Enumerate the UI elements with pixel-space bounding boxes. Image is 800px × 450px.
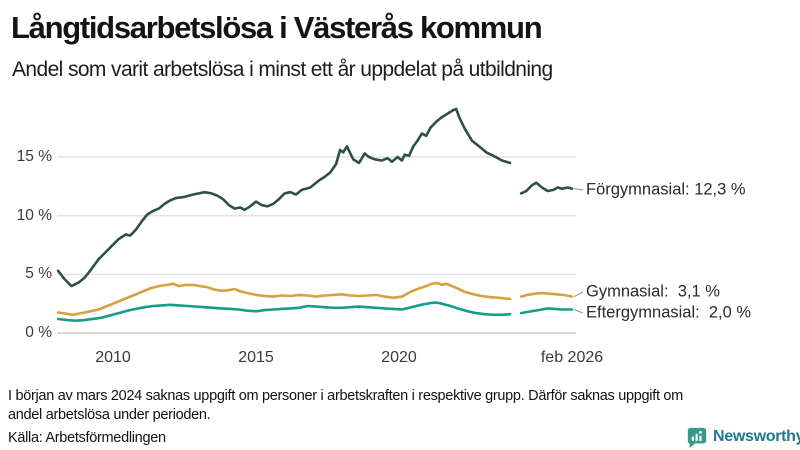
y-axis-tick-label: 5 %	[25, 265, 52, 282]
label-connector	[573, 291, 584, 298]
source-label: Källa: Arbetsförmedlingen	[8, 430, 166, 446]
newsworthy-logo-icon	[687, 427, 707, 448]
series-line-eftergymnasial	[519, 307, 574, 315]
series-line-eftergymnasial	[56, 301, 512, 323]
series-label-gymnasial: Gymnasial: 3,1 %	[586, 282, 720, 301]
footnote-line-2: andel arbetslösa under perioden.	[8, 407, 211, 423]
series-line-förgymnasial	[519, 181, 574, 195]
label-connector	[573, 308, 584, 314]
series-line-gymnasial	[519, 291, 574, 298]
x-axis-tick-label: 2015	[238, 349, 274, 366]
x-axis-tick-label: feb 2026	[540, 349, 604, 366]
series-line-förgymnasial	[56, 107, 512, 288]
y-axis-tick-label: 10 %	[16, 207, 52, 224]
newsworthy-logo-text: Newsworthy	[713, 428, 800, 445]
chart-subtitle: Andel som varit arbetslösa i minst ett å…	[12, 58, 553, 81]
series-label-eftergymnasial: Eftergymnasial: 2,0 %	[586, 303, 752, 322]
x-axis-tick-label: 2020	[381, 349, 417, 366]
chart-title: Långtidsarbetslösa i Västerås kommun	[11, 10, 543, 45]
footnote-line-1: I början av mars 2024 saknas uppgift om …	[8, 388, 683, 404]
series-line-gymnasial	[56, 281, 512, 317]
series-label-forgymnasial: Förgymnasial: 12,3 %	[586, 180, 746, 199]
y-axis-tick-label: 0 %	[25, 324, 52, 341]
label-connector	[573, 188, 584, 191]
newsworthy-branding: Newsworthy	[686, 426, 800, 448]
y-axis-tick-label: 15 %	[16, 148, 52, 165]
x-axis-tick-label: 2010	[95, 349, 131, 366]
